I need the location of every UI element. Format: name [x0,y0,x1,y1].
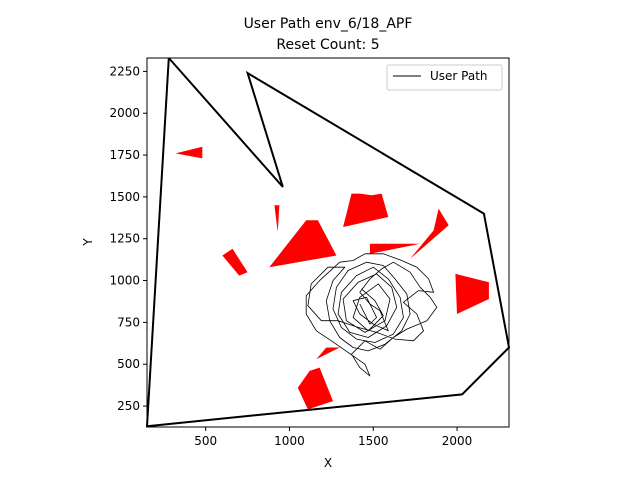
legend-box [386,64,503,91]
chart-subtitle: Reset Count: 5 [276,37,379,53]
x-tick-label: 1000 [274,434,305,448]
obstacle-7 [410,208,449,259]
y-tick-label: 2250 [109,64,140,78]
obstacle-6 [369,243,421,254]
x-tick-label: 500 [194,434,217,448]
obstacle-9 [316,347,340,360]
y-tick-label: 250 [117,399,140,413]
y-axis-ticks: 250 500 750 1000 1250 1500 1750 2000 2250 [109,64,147,413]
obstacle-2 [274,205,280,232]
x-axis-ticks: 500 1000 1500 2000 [194,427,472,448]
x-axis-label: X [324,456,332,470]
y-tick-label: 1250 [109,232,140,246]
legend: User Path [386,64,503,91]
obstacle-5 [343,193,389,227]
legend-label-user-path: User Path [430,69,488,83]
boundary-line [145,57,511,428]
path-layer [305,253,438,377]
obstacle-3 [222,248,248,276]
plot-area [145,57,511,428]
y-axis-label: Y [81,238,95,247]
series-line-user-path [305,253,438,377]
y-tick-label: 1500 [109,190,140,204]
y-tick-label: 500 [117,357,140,371]
y-tick-label: 750 [117,315,140,329]
y-tick-label: 2000 [109,106,140,120]
y-tick-label: 1750 [109,148,140,162]
obstacle-1 [175,146,203,159]
y-tick-label: 1000 [109,274,140,288]
obstacle-4 [269,220,337,268]
x-tick-label: 2000 [442,434,473,448]
x-tick-label: 1500 [358,434,389,448]
obstacle-8 [455,273,489,314]
axes-frame [146,57,510,428]
boundary-layer [145,57,511,428]
chart-title: User Path env_6/18_APF [244,16,413,32]
obstacle-10 [297,367,333,410]
obstacles-layer [175,146,489,410]
